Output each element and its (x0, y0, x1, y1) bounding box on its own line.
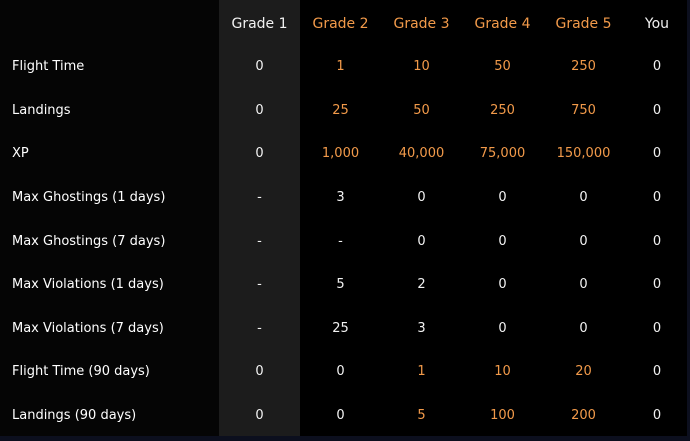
value-cell: 200 (571, 408, 596, 424)
value-cell: 1,000 (321, 146, 360, 162)
value-cell: 0 (417, 190, 426, 206)
value-cell: 0 (652, 364, 662, 380)
value-cell: 0 (652, 233, 662, 249)
row-label: Max Violations (1 days) (12, 277, 164, 293)
value-cell: 0 (579, 277, 588, 293)
grade-1-column-highlight (219, 0, 300, 436)
value-cell: 750 (571, 102, 596, 118)
value-cell: 50 (413, 102, 430, 118)
value-cell: 0 (255, 364, 264, 380)
value-cell: 3 (417, 320, 426, 336)
value-cell: 0 (652, 59, 662, 75)
value-cell: 1 (417, 364, 426, 380)
value-cell: 0 (417, 233, 426, 249)
value-cell: 0 (652, 277, 662, 293)
value-cell: 3 (336, 190, 345, 206)
value-cell: 100 (490, 408, 515, 424)
value-cell: 0 (255, 408, 264, 424)
value-cell: - (257, 233, 262, 249)
value-cell: - (257, 190, 262, 206)
value-cell: 0 (579, 320, 588, 336)
header-grade-1: Grade 1 (231, 15, 288, 32)
value-cell: 0 (498, 190, 507, 206)
value-cell: 20 (575, 364, 592, 380)
value-cell: 5 (417, 408, 426, 424)
right-border (687, 0, 690, 441)
value-cell: 50 (494, 59, 511, 75)
value-cell: - (257, 320, 262, 336)
value-cell: 25 (332, 102, 349, 118)
value-cell: 75,000 (479, 146, 526, 162)
value-cell: 40,000 (398, 146, 445, 162)
table-row: Max Ghostings (1 days) - 3 0 0 0 0 (0, 176, 690, 220)
table-row: Max Violations (7 days) - 25 3 0 0 0 (0, 307, 690, 351)
value-cell: 0 (255, 146, 264, 162)
row-label: Landings (90 days) (12, 408, 137, 424)
table-row: XP 0 1,000 40,000 75,000 150,000 0 (0, 132, 690, 176)
bottom-border (0, 436, 690, 441)
value-cell: 0 (336, 364, 345, 380)
value-cell: 0 (652, 320, 662, 336)
value-cell: 10 (494, 364, 511, 380)
value-cell: 0 (652, 190, 662, 206)
table-header-row: Grade 1 Grade 2 Grade 3 Grade 4 Grade 5 … (0, 2, 690, 45)
table-row: Flight Time 0 1 10 50 250 0 (0, 45, 690, 89)
value-cell: 5 (336, 277, 345, 293)
row-label: Max Ghostings (1 days) (12, 190, 166, 206)
value-cell: 1 (336, 59, 345, 75)
table-row: Max Violations (1 days) - 5 2 0 0 0 (0, 263, 690, 307)
header-you: You (644, 15, 670, 32)
row-label: Landings (12, 102, 71, 118)
row-label: Max Violations (7 days) (12, 320, 164, 336)
table-row: Landings (90 days) 0 0 5 100 200 0 (0, 394, 690, 438)
value-cell: 0 (652, 102, 662, 118)
table-row: Flight Time (90 days) 0 0 1 10 20 0 (0, 350, 690, 394)
value-cell: - (338, 233, 343, 249)
value-cell: 10 (413, 59, 430, 75)
row-label: Flight Time (90 days) (12, 364, 150, 380)
value-cell: 0 (336, 408, 345, 424)
row-label: Flight Time (12, 59, 85, 75)
value-cell: 0 (498, 233, 507, 249)
header-empty-cell (0, 2, 219, 45)
value-cell: 0 (255, 59, 264, 75)
table-row: Max Ghostings (7 days) - - 0 0 0 0 (0, 219, 690, 263)
value-cell: 0 (579, 190, 588, 206)
header-grade-3: Grade 3 (393, 15, 450, 32)
row-label-panel (0, 0, 219, 436)
value-cell: 0 (579, 233, 588, 249)
value-cell: 0 (498, 277, 507, 293)
value-cell: 250 (490, 102, 515, 118)
value-cell: 250 (571, 59, 596, 75)
header-grade-4: Grade 4 (474, 15, 531, 32)
value-cell: 0 (652, 408, 662, 424)
table-row: Landings 0 25 50 250 750 0 (0, 89, 690, 133)
value-cell: 2 (417, 277, 426, 293)
value-cell: 25 (332, 320, 349, 336)
value-cell: 150,000 (556, 146, 611, 162)
row-label: Max Ghostings (7 days) (12, 233, 166, 249)
row-label: XP (12, 146, 29, 162)
value-cell: 0 (498, 320, 507, 336)
value-cell: 0 (652, 146, 662, 162)
value-cell: 0 (255, 102, 264, 118)
table-body: Flight Time 0 1 10 50 250 0 Landings 0 25 50 250 750… (0, 45, 690, 437)
header-grade-2: Grade 2 (312, 15, 369, 32)
value-cell: - (257, 277, 262, 293)
header-grade-5: Grade 5 (555, 15, 612, 32)
